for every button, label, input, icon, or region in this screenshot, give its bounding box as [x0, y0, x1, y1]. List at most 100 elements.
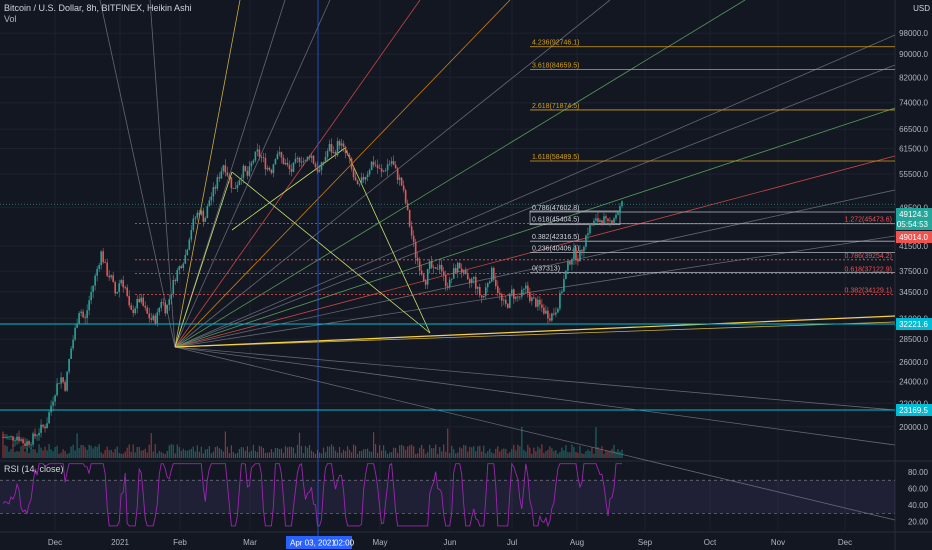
candle-body	[40, 424, 42, 433]
volume-bar	[541, 444, 543, 458]
candle-body	[222, 165, 225, 172]
candle-body	[278, 152, 281, 154]
candle-body	[482, 295, 485, 298]
rsi-tick-label: 80.00	[908, 468, 929, 477]
candle-body	[344, 146, 347, 154]
candle-body	[192, 218, 195, 231]
volume-bar	[356, 453, 359, 458]
candle-body	[134, 308, 137, 314]
candle-body	[402, 185, 405, 191]
candle-body	[148, 313, 151, 319]
candle-body	[120, 280, 122, 284]
candle-body	[561, 291, 563, 294]
candle-body	[348, 155, 351, 159]
candle-body	[533, 297, 535, 299]
volume-bar	[340, 452, 343, 458]
volume-bar	[527, 444, 529, 458]
candle-body	[464, 270, 467, 275]
volume-bar	[499, 451, 501, 458]
volume-bar	[372, 432, 375, 458]
candle-body	[264, 157, 267, 170]
volume-bar	[375, 444, 377, 458]
fan-line	[174, 346, 896, 411]
volume-bar	[268, 452, 271, 458]
volume-bar	[475, 451, 477, 458]
fan-line	[174, 0, 611, 348]
volume-bar	[589, 450, 591, 458]
candle-body	[116, 291, 118, 294]
candle-body	[607, 218, 609, 222]
time-tick-label: Feb	[173, 538, 187, 547]
candle-body	[585, 235, 587, 247]
fib-extension-label: 0(37313)	[532, 265, 560, 272]
volume-bar	[270, 449, 273, 458]
volume-bar	[54, 447, 56, 458]
volume-bar	[188, 449, 190, 458]
volume-bar	[407, 446, 409, 458]
volume-bar	[535, 451, 537, 458]
volume-bar	[417, 453, 419, 458]
volume-bar	[523, 449, 525, 458]
candle-body	[452, 268, 455, 279]
candle-body	[450, 278, 453, 280]
volume-bar	[216, 446, 218, 458]
candle-body	[384, 170, 387, 172]
volume-bar	[457, 452, 459, 458]
candle-body	[164, 302, 167, 314]
volume-bar	[242, 447, 244, 458]
candle-body	[442, 271, 445, 276]
volume-bar	[537, 446, 539, 458]
candle-body	[64, 382, 66, 391]
volume-bar	[427, 451, 429, 458]
candle-body	[470, 278, 473, 283]
volume-bar	[493, 453, 495, 458]
candle-body	[320, 162, 323, 170]
rsi-tick-label: 20.00	[908, 518, 929, 527]
fan-line	[174, 155, 896, 348]
candle-body	[541, 304, 543, 308]
volume-bar	[154, 444, 156, 458]
volume-bar	[391, 452, 393, 458]
volume-bar	[316, 449, 319, 458]
volume-bar	[210, 453, 212, 458]
volume-bar	[599, 449, 601, 458]
volume-bar	[224, 431, 226, 458]
candle-body	[44, 426, 46, 429]
volume-bar	[455, 453, 457, 458]
volume-bar	[509, 451, 511, 458]
volume-bar	[573, 447, 575, 458]
time-tick-label: May	[372, 538, 387, 547]
fib-extension-label: 0.618(45404.5)	[532, 217, 579, 224]
candle-body	[174, 279, 177, 281]
volume-bar	[218, 448, 220, 458]
candle-body	[38, 432, 40, 436]
volume-bar	[463, 445, 465, 458]
candle-body	[216, 177, 219, 189]
price-tick-label: 74000.0	[899, 99, 928, 108]
candle-body	[432, 267, 435, 269]
volume-bar	[593, 453, 595, 458]
volume-bar	[559, 451, 561, 458]
volume-bar	[36, 452, 38, 458]
candle-body	[208, 200, 211, 207]
volume-bar	[250, 450, 253, 458]
fan-line	[174, 0, 746, 348]
volume-bar	[437, 453, 439, 458]
volume-bar	[226, 446, 228, 458]
rsi-line	[2, 462, 622, 528]
volume-bar	[136, 446, 138, 458]
volume-bar	[577, 452, 579, 458]
candle-body	[527, 285, 529, 293]
candle-body	[284, 162, 287, 165]
volume-bar	[360, 450, 363, 458]
candle-body	[298, 157, 301, 163]
candles	[2, 137, 623, 458]
price-tick-label: 90000.0	[899, 50, 928, 59]
candle-body	[378, 168, 381, 169]
candle-body	[410, 226, 413, 236]
volume-bar	[120, 453, 122, 458]
candle-body	[523, 288, 525, 290]
volume-bar	[379, 445, 381, 458]
candle-body	[376, 165, 379, 169]
